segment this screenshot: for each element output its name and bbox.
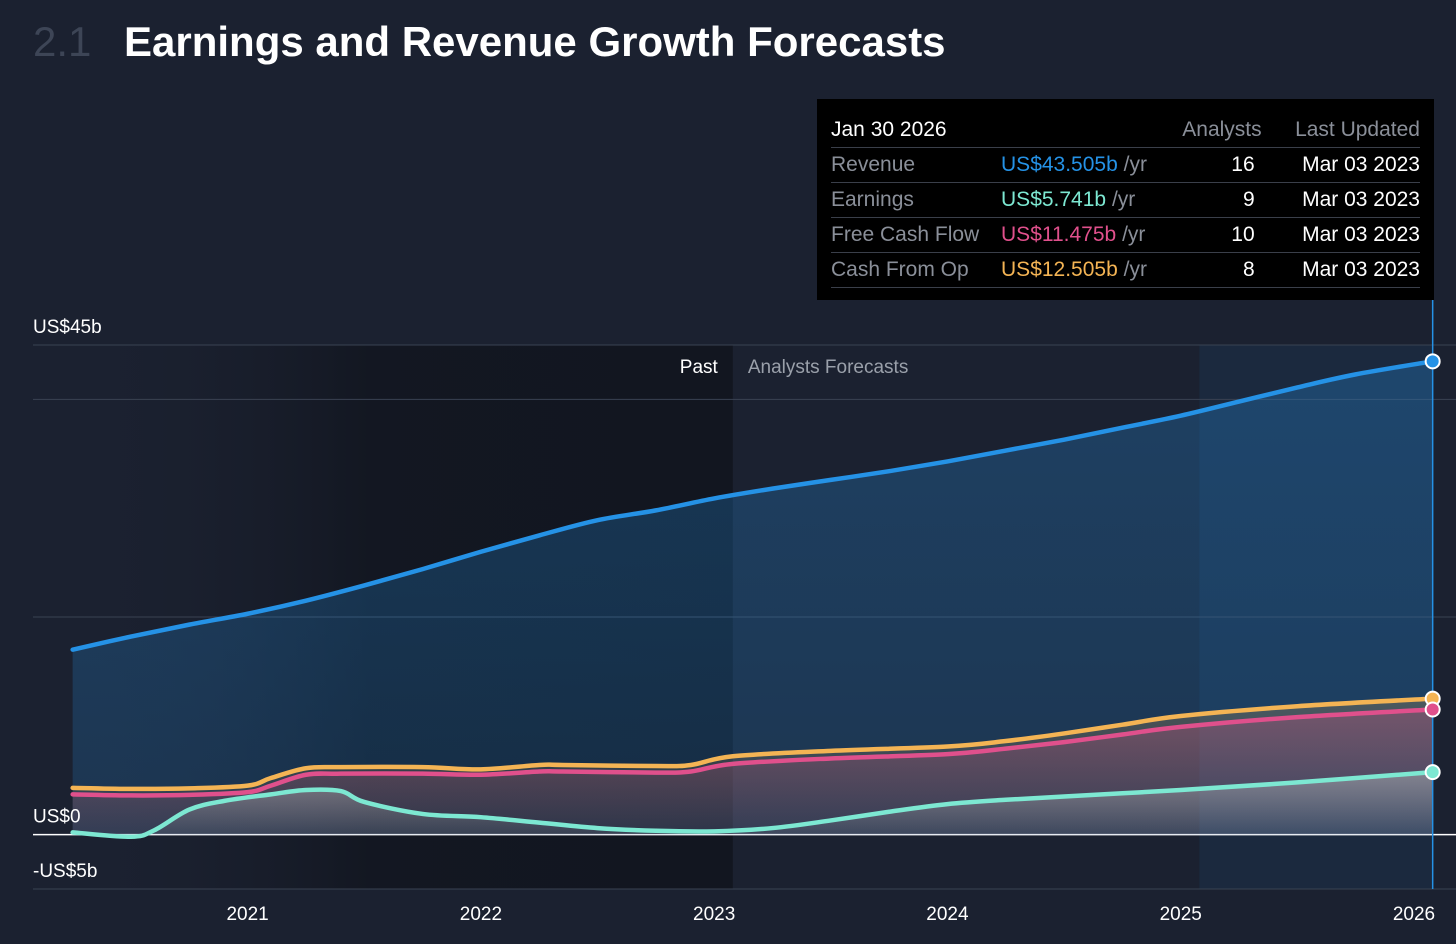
revenue-line[interactable] [70, 359, 1435, 652]
tooltip-unit: /yr [1122, 223, 1146, 246]
x-tick-label: 2021 [226, 904, 268, 925]
free-cash-flow-line[interactable] [70, 707, 1435, 798]
section-number: 2.1 [33, 18, 92, 65]
tooltip-updated: Mar 03 2023 [1276, 252, 1420, 288]
revenue-area [72, 361, 1433, 835]
y-tick-label: US$0 [33, 807, 81, 828]
tooltip-analyst-count: 9 [1168, 182, 1277, 218]
tooltip-analyst-count: 10 [1168, 217, 1277, 253]
forecast-label: Analysts Forecasts [748, 357, 909, 378]
tooltip-value: US$5.741b [1001, 188, 1107, 211]
x-tick-label: 2022 [460, 904, 502, 925]
tooltip-metric: Free Cash Flow [831, 217, 1002, 253]
tooltip-row-cash-from-op: Cash From Op US$12.505b /yr 8 Mar 03 202… [831, 252, 1420, 288]
tooltip-updated: Mar 03 2023 [1276, 217, 1420, 253]
past-label: Past [680, 357, 719, 378]
y-tick-label: US$45b [33, 317, 102, 338]
tooltip-table: Jan 30 2026 Analysts Last Updated Revenu… [831, 113, 1420, 288]
tooltip-header-row: Jan 30 2026 Analysts Last Updated [831, 113, 1420, 148]
x-tick-label: 2025 [1160, 904, 1202, 925]
earnings-line[interactable] [70, 769, 1435, 840]
earnings-point[interactable] [1424, 764, 1441, 781]
tooltip-date: Jan 30 2026 [831, 118, 947, 141]
earnings-area [72, 772, 1433, 837]
tooltip-analysts-header: Analysts [1182, 118, 1262, 141]
tooltip-row-earnings: Earnings US$5.741b /yr 9 Mar 03 2023 [831, 182, 1420, 218]
revenue-point[interactable] [1424, 353, 1441, 370]
tooltip-analyst-count: 16 [1168, 147, 1277, 183]
tooltip-updated-header: Last Updated [1295, 118, 1420, 141]
tooltip-value: US$11.475b [1001, 223, 1117, 246]
tooltip-unit: /yr [1111, 188, 1136, 211]
x-tick-label: 2024 [926, 904, 969, 925]
tooltip-updated: Mar 03 2023 [1276, 147, 1420, 183]
cash-from-op-line[interactable] [70, 696, 1435, 792]
tooltip-value: US$43.505b [1001, 153, 1118, 176]
tooltip-value: US$12.505b [1001, 258, 1118, 281]
x-tick-label: 2026 [1393, 904, 1435, 925]
chart-title: Earnings and Revenue Growth Forecasts [124, 18, 946, 65]
x-tick-label: 2023 [693, 904, 735, 925]
tooltip-unit: /yr [1123, 153, 1147, 176]
tooltip-analyst-count: 8 [1168, 252, 1277, 288]
tooltip-unit: /yr [1123, 258, 1147, 281]
tooltip-metric: Cash From Op [831, 252, 1002, 288]
tooltip-metric: Earnings [831, 182, 1002, 218]
y-tick-label: -US$5b [33, 861, 97, 882]
data-tooltip: Jan 30 2026 Analysts Last Updated Revenu… [817, 99, 1434, 300]
tooltip-row-free-cash-flow: Free Cash Flow US$11.475b /yr 10 Mar 03 … [831, 217, 1420, 253]
tooltip-updated: Mar 03 2023 [1276, 182, 1420, 218]
free-cash-flow-point[interactable] [1424, 701, 1441, 718]
tooltip-metric: Revenue [831, 147, 1002, 183]
tooltip-row-revenue: Revenue US$43.505b /yr 16 Mar 03 2023 [831, 147, 1420, 183]
